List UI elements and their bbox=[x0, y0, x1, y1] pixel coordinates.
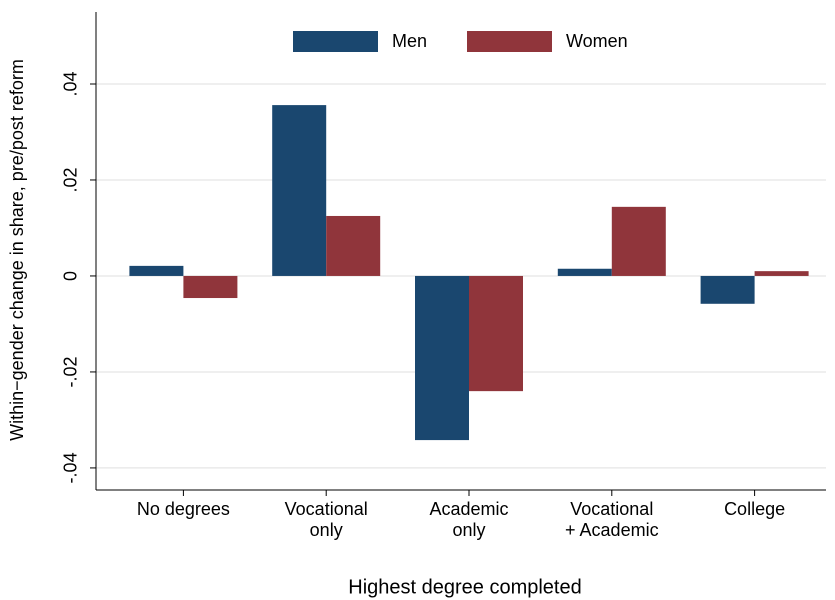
bar bbox=[611, 206, 666, 276]
y-tick-label: .02 bbox=[61, 167, 81, 192]
bar bbox=[415, 275, 469, 441]
y-tick-label: -.02 bbox=[61, 356, 81, 387]
x-tick-label: College bbox=[724, 499, 785, 519]
x-axis-label: Highest degree completed bbox=[348, 576, 581, 598]
y-tick-label: .04 bbox=[61, 71, 81, 96]
x-tick-label: Vocational bbox=[285, 499, 368, 519]
x-tick-label: only bbox=[452, 520, 485, 540]
bar bbox=[326, 215, 381, 276]
legend-swatch bbox=[467, 31, 552, 52]
bar bbox=[129, 265, 184, 276]
x-tick-label: Vocational bbox=[570, 499, 653, 519]
bar bbox=[754, 271, 809, 276]
bar bbox=[700, 275, 755, 304]
x-tick-label: + Academic bbox=[565, 520, 659, 540]
legend-swatch bbox=[293, 31, 378, 52]
x-tick-label: Academic bbox=[429, 499, 508, 519]
bar bbox=[469, 275, 523, 392]
bar bbox=[183, 275, 238, 299]
legend-label: Men bbox=[392, 31, 427, 51]
x-tick-label: only bbox=[310, 520, 343, 540]
x-tick-label: No degrees bbox=[137, 499, 230, 519]
bar bbox=[557, 268, 612, 276]
legend-label: Women bbox=[566, 31, 628, 51]
y-axis-label: Within−gender change in share, pre/post … bbox=[7, 59, 27, 441]
y-tick-label: 0 bbox=[61, 271, 81, 281]
y-tick-label: -.04 bbox=[61, 452, 81, 483]
bar bbox=[272, 105, 327, 276]
